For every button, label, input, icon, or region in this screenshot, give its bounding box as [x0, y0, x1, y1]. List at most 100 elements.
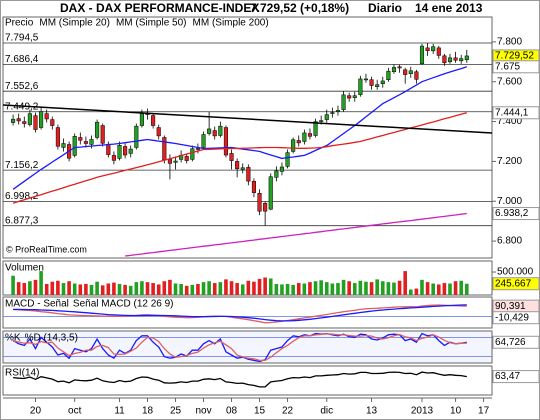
candle-body	[162, 137, 167, 161]
volume-bar	[145, 282, 150, 295]
volume-bar	[436, 284, 441, 295]
candle-body	[453, 57, 458, 61]
candle-body	[16, 118, 21, 122]
candle-body	[431, 46, 436, 52]
candle-body	[279, 166, 284, 172]
level-label: 6.998,2	[5, 191, 39, 202]
trend-line	[2, 104, 493, 134]
y-tick-label: 7.600	[497, 76, 522, 87]
legend-entry: %D (14,3,5)	[25, 333, 78, 344]
volume-bar	[56, 280, 60, 295]
candle-body	[397, 66, 402, 69]
volume-bar	[162, 281, 167, 295]
value-box	[492, 335, 540, 349]
volume-bar	[39, 271, 43, 295]
period: Diario	[368, 1, 402, 15]
candle-body	[39, 111, 44, 128]
candle-body	[134, 125, 139, 148]
volume-bar	[448, 283, 452, 295]
candle-body	[123, 146, 128, 156]
volume-bar	[291, 284, 295, 295]
volume-bar	[179, 283, 183, 295]
volume-bar	[184, 285, 189, 295]
x-tick-label: nov	[195, 406, 211, 417]
value-box-label: 7.444,1	[495, 107, 529, 118]
x-tick-label: 13	[366, 406, 378, 417]
x-tick-label: 25	[170, 406, 182, 417]
volume-bar	[397, 280, 402, 295]
volume-bar	[190, 284, 195, 295]
candle-body	[380, 80, 385, 84]
volume-bar	[22, 283, 27, 295]
candle-body	[335, 110, 341, 112]
volume-bar	[156, 284, 161, 295]
volume-bar	[330, 283, 335, 295]
value-box-label: 6.938,2	[495, 208, 529, 219]
value-box-label: 64,726	[495, 337, 526, 348]
legend-entry: Precio	[5, 18, 34, 29]
value-box	[492, 370, 540, 384]
candle-body	[83, 141, 88, 144]
volume-bar	[308, 282, 312, 295]
volume-bar	[50, 281, 55, 295]
series-line	[125, 212, 467, 257]
value-box-label: 7.729,52	[495, 51, 534, 62]
series-line	[12, 112, 467, 204]
volume-bar	[459, 280, 463, 295]
candle-body	[425, 47, 430, 51]
candle-body	[117, 145, 122, 159]
candle-body	[246, 167, 251, 182]
x-tick-label: 15	[254, 406, 266, 417]
candle-body	[408, 70, 413, 75]
volume-bar	[61, 283, 66, 295]
volume-bar	[252, 281, 256, 295]
x-tick-label: 10	[450, 406, 462, 417]
value-box	[492, 277, 540, 291]
candle-body	[240, 167, 245, 170]
candle-body	[274, 170, 279, 178]
candle-body	[33, 115, 38, 130]
volume-bar	[453, 281, 458, 295]
value-box	[492, 311, 540, 325]
y-tick-label: 7.800	[497, 37, 522, 48]
value-box-label: 245.667	[495, 278, 532, 289]
x-tick-label: 11	[114, 406, 125, 417]
candle-body	[442, 55, 447, 64]
candle-body	[61, 143, 66, 148]
candle-body	[111, 155, 116, 161]
volume-bar	[44, 283, 49, 295]
volume-bar	[128, 285, 133, 295]
volume-bar	[420, 279, 424, 295]
candle-body	[324, 114, 329, 120]
candle-body	[285, 152, 290, 167]
level-label: 7.794,5	[5, 33, 39, 44]
volume-bar	[72, 283, 77, 295]
volume-bar	[218, 282, 223, 295]
x-tick-label: 20	[30, 406, 42, 417]
level-label: 7.552,6	[5, 81, 39, 92]
volume-bar	[408, 289, 413, 295]
volume-bar	[257, 278, 262, 295]
volume-bar	[173, 283, 178, 295]
legend-entry: RSI(14)	[5, 368, 39, 379]
volume-bar	[324, 282, 329, 295]
candle-body	[173, 160, 178, 163]
legend-entry: Señal MACD (12 26 9)	[73, 299, 174, 310]
candle-body	[167, 159, 172, 164]
candle-body	[375, 84, 380, 87]
candle-body	[347, 95, 352, 99]
value-box	[492, 207, 540, 221]
volume-bar	[67, 281, 71, 295]
panel-title: Volumen	[5, 263, 44, 274]
series-line	[13, 333, 467, 362]
candle-body	[257, 193, 262, 212]
volume-bar	[296, 283, 301, 295]
candle-body	[319, 120, 324, 122]
candle-body	[139, 113, 144, 126]
candle-body	[296, 140, 301, 144]
x-tick-label: oct	[68, 406, 82, 417]
candle-body	[72, 136, 77, 156]
candle-body	[78, 137, 83, 141]
value-box	[492, 60, 540, 74]
